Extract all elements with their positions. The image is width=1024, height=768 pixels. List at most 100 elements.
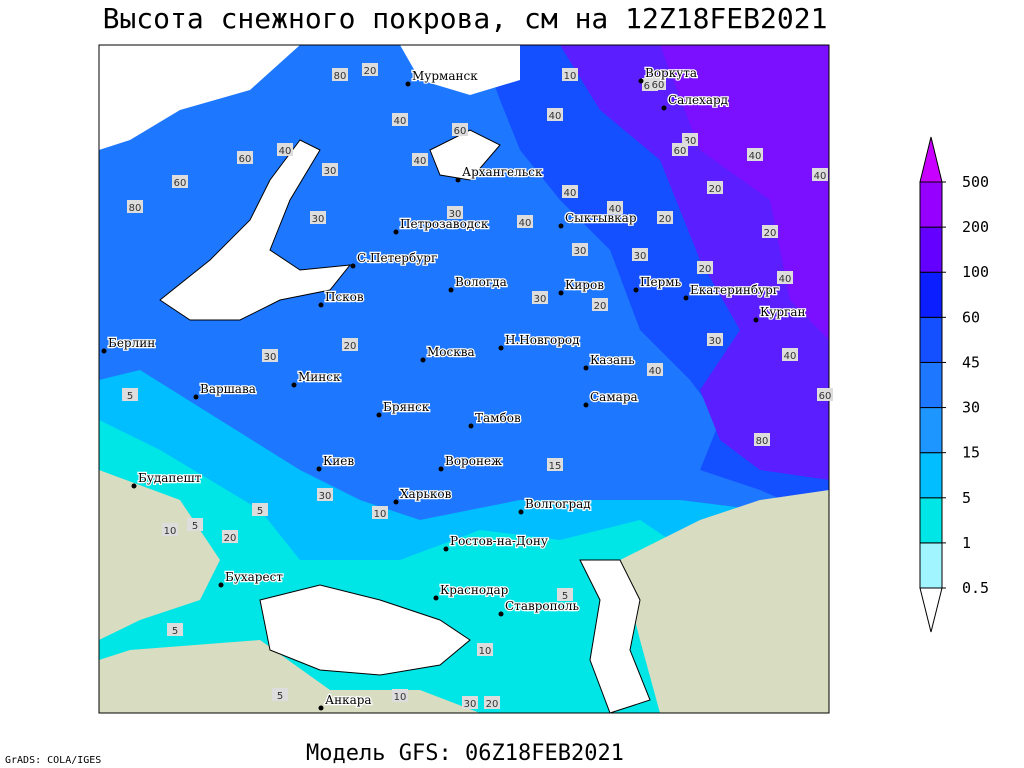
- city-dot: [420, 357, 426, 363]
- contour-label: 30: [572, 243, 588, 257]
- contour-label-box: [262, 349, 278, 362]
- contour-label: 60: [172, 175, 188, 189]
- city-dot: [443, 546, 449, 552]
- contour-label-box: [447, 206, 463, 219]
- city-label: Архангельск: [462, 165, 543, 179]
- contour-label: 40: [392, 113, 408, 127]
- contour-label-text: 80: [129, 203, 142, 214]
- contour-label-box: [672, 143, 688, 156]
- contour-label-box: [747, 148, 763, 161]
- contour-label-box: [127, 200, 143, 213]
- contour-label: 60: [672, 143, 688, 157]
- city-label: Москва: [427, 345, 475, 359]
- contour-label-text: 30: [464, 699, 477, 710]
- city-label: Брянск: [383, 400, 430, 414]
- contour-label-text: 30: [574, 246, 587, 257]
- city-dot: [498, 611, 504, 617]
- contour-label-box: [452, 123, 468, 136]
- contour-label: 5: [272, 688, 288, 702]
- city-dot: [633, 287, 639, 293]
- contour-label-box: [682, 133, 698, 146]
- city-dot: [558, 223, 564, 229]
- contour-label-box: [532, 291, 548, 304]
- contour-label-text: 20: [224, 533, 237, 544]
- contour-label-text: 40: [609, 204, 622, 215]
- contour-label-box: [777, 271, 793, 284]
- contour-label-text: 30: [312, 214, 325, 225]
- contour-label-box: [317, 488, 333, 501]
- contour-label: 40: [782, 348, 798, 362]
- contour-label-text: 10: [394, 692, 407, 703]
- contour-label-text: 5: [127, 391, 133, 402]
- city-dot: [518, 509, 524, 515]
- map-frame: [98, 44, 830, 714]
- city-dot: [218, 582, 224, 588]
- city-dot: [318, 705, 324, 711]
- city-label: Ростов-на-Дону: [450, 534, 548, 548]
- bare-land: [99, 470, 220, 640]
- contour-label-text: 60: [239, 154, 252, 165]
- contour-label-box: [817, 388, 833, 401]
- contour-label: 80: [127, 200, 143, 214]
- caspian-sea: [579, 559, 651, 713]
- contour-label: 60: [817, 388, 833, 402]
- contour-label-text: 40: [649, 366, 662, 377]
- contour-label-box: [277, 143, 293, 156]
- contour-label-box: [187, 518, 203, 531]
- city-dot: [193, 394, 199, 400]
- city-dot: [376, 412, 382, 418]
- city-dot: [455, 177, 461, 183]
- contour-label-text: 30: [534, 294, 547, 305]
- city-label: Вологда: [455, 275, 507, 289]
- colorbar-label: 1: [962, 534, 971, 552]
- colorbar-label: 30: [962, 399, 980, 417]
- contour-label-text: 40: [519, 218, 532, 229]
- contour-label-box: [812, 168, 828, 181]
- city-label: Харьков: [400, 487, 452, 501]
- contour-label-text: 30: [634, 251, 647, 262]
- city-label: Самара: [590, 390, 638, 404]
- city-label: Будапешт: [138, 471, 202, 485]
- snow-zone: [99, 420, 700, 713]
- contour-label-box: [697, 261, 713, 274]
- colorbar-label: 5: [962, 489, 971, 507]
- contour-label-box: [172, 175, 188, 188]
- contour-label-box: [707, 181, 723, 194]
- colorbar-segment: [919, 497, 943, 544]
- contour-label-box: [484, 696, 500, 709]
- contour-label-box: [562, 185, 578, 198]
- contour-label-text: 10: [164, 526, 177, 537]
- contour-label-text: 60: [674, 146, 687, 157]
- city-label: Воронеж: [445, 454, 502, 468]
- city-label: Салехард: [668, 93, 728, 107]
- contour-label-box: [222, 530, 238, 543]
- contour-label-box: [167, 623, 183, 636]
- map: [99, 45, 829, 713]
- city-dot: [405, 81, 411, 87]
- contour-label-text: 30: [684, 136, 697, 147]
- colorbar-segment: [919, 316, 943, 363]
- contour-label-text: 5: [277, 691, 283, 702]
- city-label: С.Петербург: [357, 251, 437, 265]
- city-dot: [433, 595, 439, 601]
- colorbar-low-arrow: [919, 587, 943, 633]
- sea: [99, 45, 300, 150]
- city-dot: [101, 348, 107, 354]
- colorbar-label: 15: [962, 444, 980, 462]
- city-dot: [468, 423, 474, 429]
- contour-label: 5: [167, 623, 183, 637]
- city-label: Пермь: [640, 275, 682, 289]
- city-dot: [753, 317, 759, 323]
- contour-label-text: 20: [364, 66, 377, 77]
- city-dot: [583, 365, 589, 371]
- contour-label: 40: [517, 215, 533, 229]
- contour-label-box: [517, 215, 533, 228]
- colorbar-segment: [919, 452, 943, 499]
- contour-label-box: [592, 298, 608, 311]
- contour-label-box: [647, 363, 663, 376]
- contour-label-box: [392, 113, 408, 126]
- city-dot: [683, 295, 689, 301]
- contour-label-text: 5: [257, 506, 263, 517]
- colorbar-segment: [919, 226, 943, 273]
